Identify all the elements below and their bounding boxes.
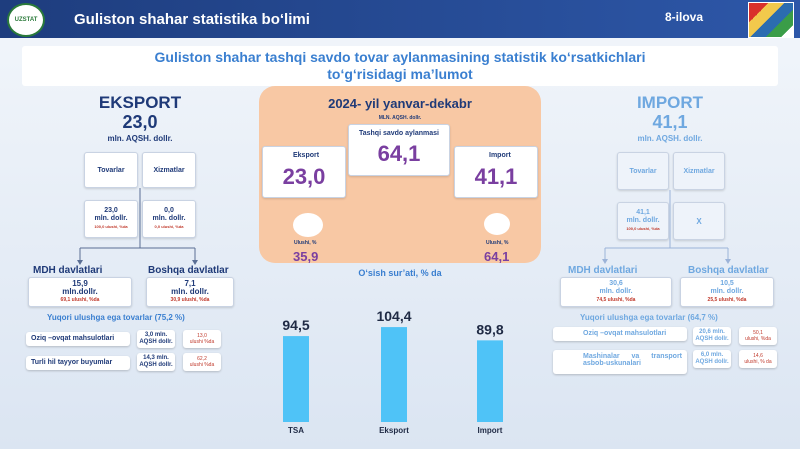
export-share-value: 35,9 [293,249,319,264]
import-goods-card: Tovarlar [617,152,669,190]
import-services-value-card: X [673,202,725,240]
export-mdh-card: 15,9 mln.dollr. 69,1 ulushi, %da [28,277,132,307]
category-label: TSA [288,426,304,435]
center-unit: MLN. AQSH. dollr. [378,115,422,121]
import-share-label: Ulushi, % [486,240,509,246]
export-item-2-share: 62,2 ulushi %da [183,353,221,371]
export-summary-value: 23,0 [282,164,326,189]
export-goods-card: Tovarlar [84,152,138,188]
export-item-1-name: Oziq –ovqat mahsulotlari [26,332,130,346]
category-label: Import [478,426,503,435]
export-item-2-value: 14,3 mln. AQSH dollr. [137,353,175,371]
import-item-2-share: 14,6 ulushi, % da [739,350,777,368]
export-item-2-name: Turli hil tayyor buyumlar [26,356,130,370]
bar-import [477,340,503,422]
export-goods-value-card: 23,0 mln. dollr. 100,0 ulushi, %da [84,200,138,238]
import-summary-label: Import [489,152,511,159]
appendix-label: 8-ilova [665,10,704,24]
growth-rate-chart: 94,5 TSA 104,4 Eksport 89,8 Import [258,282,542,442]
bar-value-label: 89,8 [476,321,503,337]
import-item-1-share: 50,1 ulushi, %da [739,327,777,345]
import-item-1-name: Oziq –ovqat mahsulotlari [553,327,687,341]
import-share-value: 64,1 [484,249,510,264]
export-total: 23,0 [122,112,158,132]
export-top-goods-label: Yuqori ulushga ega tovarlar (75,2 %) [47,313,185,322]
export-services-value-card: 0,0 mln. dollr. 0,0 ulushi, %da [142,200,196,238]
import-total: 41,1 [652,112,688,132]
export-summary-card: Eksport 23,0 [262,146,346,198]
import-top-goods-label: Yuqori ulushga ega tovarlar (64,7 %) [580,313,718,322]
chart-title: O‘sish sur’ati, % da [358,268,442,278]
headline-line1: Guliston shahar tashqi savdo tovar aylan… [154,49,646,65]
period-title: 2024- yil yanvar-dekabr [328,96,472,111]
import-share-bubble [484,213,510,235]
flags-image [748,2,794,38]
import-summary-value: 41,1 [474,164,518,189]
export-other-card: 7,1 mln. dollr. 30,9 ulushi, %da [146,277,234,307]
export-share-bubble [293,213,323,237]
export-unit: mln. AQSH. dollr. [107,134,173,143]
import-other-card: 10,5 mln. dollr. 25,5 ulushi, %da [680,277,774,307]
headline: Guliston shahar tashqi savdo tovar aylan… [22,46,778,86]
bar-value-label: 104,4 [376,308,411,324]
uzstat-logo: UZSTAT [7,3,45,37]
top-bar: UZSTAT Guliston shahar statistika bo‘lim… [0,0,800,38]
export-other-label: Boshqa davlatlar [148,265,229,276]
import-summary-card: Import 41,1 [454,146,538,198]
bar-tsa [283,336,309,422]
export-services-card: Xizmatlar [142,152,196,188]
import-mdh-label: MDH davlatlari [568,265,638,276]
turnover-value: 64,1 [377,141,421,166]
import-mdh-card: 30,6 mln. dollr. 74,5 ulushi, %da [560,277,672,307]
chart-svg: 94,5 TSA 104,4 Eksport 89,8 Import [282,308,503,435]
import-item-2-name: Mashinalar va transport asbob-uskunalari [553,350,687,374]
turnover-label: Tashqi savdo aylanmasi [358,130,439,137]
import-item-2-value: 6,0 mln. AQSH dollr. [693,350,731,368]
import-item-1-value: 20,6 mln. AQSH dollr. [693,327,731,345]
import-unit: mln. AQSH. dollr. [637,134,703,143]
turnover-card: Tashqi savdo aylanmasi 64,1 [348,124,450,176]
export-title: EKSPORT [98,93,182,112]
category-label: Eksport [379,426,409,435]
import-title: IMPORT [636,93,704,112]
page-title: Guliston shahar statistika bo‘limi [74,11,310,28]
import-tree-lines [602,190,731,264]
export-share-label: Ulushi, % [294,240,317,246]
bar-eksport [381,327,407,422]
export-tree-lines [77,188,198,265]
bar-value-label: 94,5 [282,317,309,333]
import-services-card: Xizmatlar [673,152,725,190]
export-summary-label: Eksport [293,152,320,159]
export-item-1-share: 13,0 ulushi %da [183,330,221,348]
import-goods-value-card: 41,1 mln. dollr. 100,0 ulushi, %da [617,202,669,240]
import-other-label: Boshqa davlatlar [688,265,769,276]
export-item-1-value: 3,0 mln. AQSH dollr. [137,330,175,348]
headline-line2: to‘g‘risidagi ma’lumot [327,66,473,82]
export-mdh-label: MDH davlatlari [33,265,103,276]
